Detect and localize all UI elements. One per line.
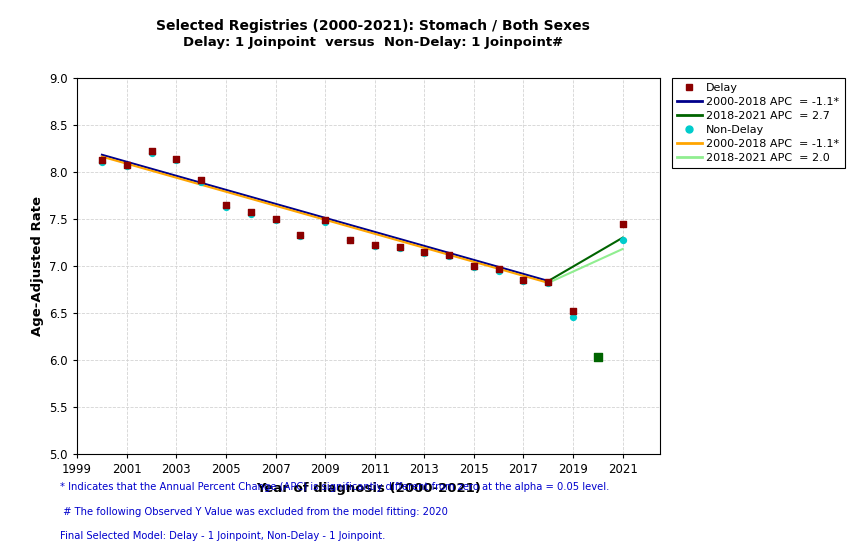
- Text: Delay: 1 Joinpoint  versus  Non-Delay: 1 Joinpoint#: Delay: 1 Joinpoint versus Non-Delay: 1 J…: [183, 36, 563, 49]
- Point: [467, 263, 481, 271]
- Point: [95, 156, 109, 165]
- Point: [120, 162, 134, 171]
- Point: [517, 276, 530, 285]
- Y-axis label: Age-Adjusted Rate: Age-Adjusted Rate: [31, 196, 44, 336]
- Point: [616, 235, 630, 244]
- Point: [343, 235, 357, 244]
- Point: [195, 178, 208, 187]
- Point: [442, 251, 456, 260]
- Point: [318, 217, 332, 226]
- Point: [492, 264, 506, 273]
- Text: Final Selected Model: Delay - 1 Joinpoint, Non-Delay - 1 Joinpoint.: Final Selected Model: Delay - 1 Joinpoin…: [60, 531, 386, 541]
- Point: [542, 279, 555, 288]
- Point: [442, 250, 456, 259]
- Point: [318, 216, 332, 224]
- Text: * Indicates that the Annual Percent Change (APC) is significantly different from: * Indicates that the Annual Percent Chan…: [60, 482, 609, 492]
- Point: [417, 247, 431, 256]
- Point: [145, 147, 159, 156]
- Point: [566, 312, 580, 321]
- Point: [145, 148, 159, 157]
- Point: [268, 214, 282, 223]
- X-axis label: Year of diagnosis (2000-2021): Year of diagnosis (2000-2021): [256, 482, 481, 495]
- Point: [368, 241, 381, 250]
- Point: [467, 261, 481, 270]
- Point: [542, 278, 555, 286]
- Point: [591, 353, 605, 362]
- Point: [293, 230, 307, 239]
- Point: [268, 216, 282, 224]
- Point: [293, 232, 307, 240]
- Point: [616, 219, 630, 228]
- Point: [170, 156, 183, 165]
- Point: [517, 276, 530, 285]
- Point: [417, 248, 431, 257]
- Point: [170, 155, 183, 164]
- Text: # The following Observed Y Value was excluded from the model fitting: 2020: # The following Observed Y Value was exc…: [60, 507, 448, 517]
- Point: [393, 244, 406, 253]
- Point: [244, 208, 258, 217]
- Point: [393, 243, 406, 252]
- Point: [492, 266, 506, 275]
- Legend: Delay, 2000-2018 APC  = -1.1*, 2018-2021 APC  = 2.7, Non-Delay, 2000-2018 APC  =: Delay, 2000-2018 APC = -1.1*, 2018-2021 …: [672, 78, 845, 168]
- Point: [219, 202, 233, 211]
- Text: Selected Registries (2000-2021): Stomach / Both Sexes: Selected Registries (2000-2021): Stomach…: [156, 19, 590, 33]
- Point: [566, 307, 580, 316]
- Point: [120, 161, 134, 170]
- Point: [219, 200, 233, 209]
- Point: [95, 158, 109, 167]
- Point: [244, 209, 258, 218]
- Point: [368, 242, 381, 250]
- Point: [195, 176, 208, 184]
- Point: [343, 236, 357, 245]
